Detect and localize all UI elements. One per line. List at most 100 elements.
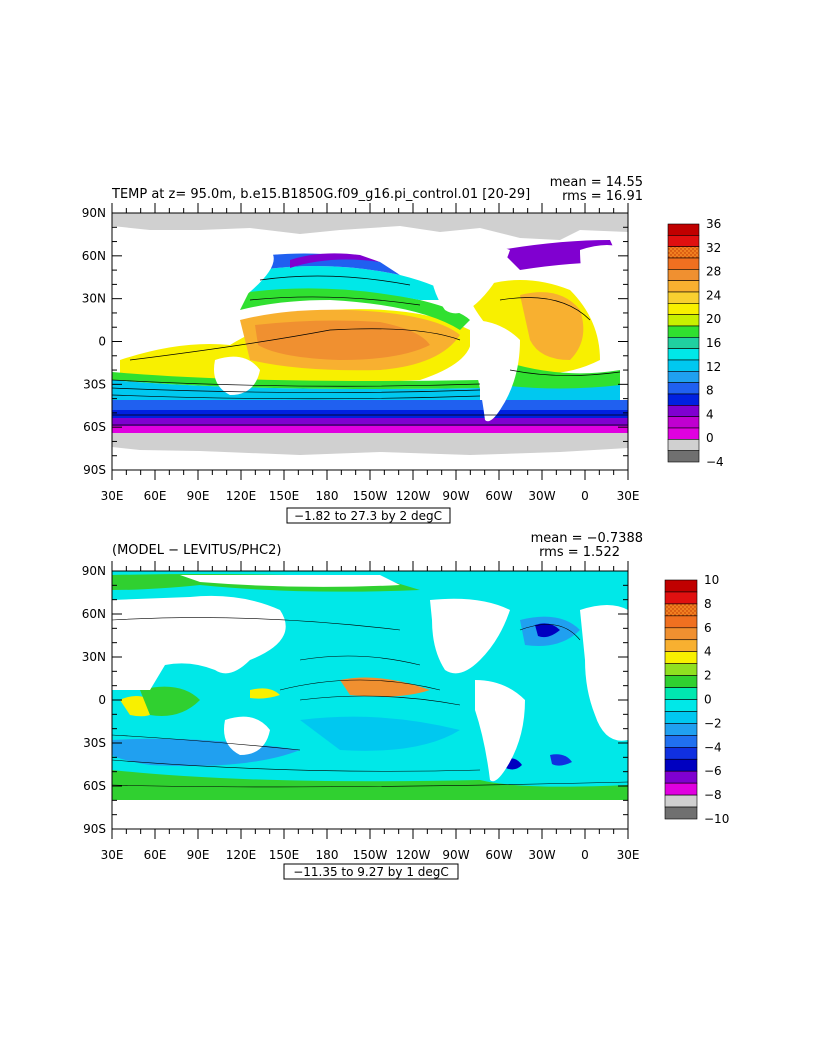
colorbar-label: 16 xyxy=(706,336,721,350)
colorbar-swatch xyxy=(667,405,700,417)
colorbar-label: −10 xyxy=(704,812,729,826)
colorbar-swatch xyxy=(664,627,698,641)
colorbar-label: 36 xyxy=(706,217,721,231)
lon-label: 0 xyxy=(581,489,589,503)
colorbar-swatch xyxy=(664,591,698,605)
lat-label: 30N xyxy=(82,650,106,664)
top-range-box xyxy=(286,507,451,524)
colorbar-swatch xyxy=(664,675,698,688)
lat-label: 0 xyxy=(98,335,106,349)
colorbar-label: 20 xyxy=(706,312,721,326)
lon-label: 30E xyxy=(101,489,124,503)
colorbar-label: 4 xyxy=(706,407,714,421)
lat-label: 60S xyxy=(83,420,106,434)
colorbar-swatch xyxy=(664,723,698,736)
colorbar-swatch xyxy=(664,735,698,748)
bottom-range-box xyxy=(283,863,459,880)
bottom-lat-labels: 90N 60N 30N 0 30S 60S 90S xyxy=(82,564,106,836)
lon-label: 180 xyxy=(316,489,339,503)
colorbar-swatch xyxy=(664,806,698,820)
lat-label: 90N xyxy=(82,564,106,578)
colorbar-label: 6 xyxy=(704,621,712,635)
colorbar-swatch xyxy=(664,699,698,712)
lat-label: 90S xyxy=(83,463,106,477)
top-panel: mean = 14.55 rms = 16.91 TEMP at z= 95.0… xyxy=(82,175,724,524)
colorbar-swatch xyxy=(664,770,698,784)
colorbar-swatch xyxy=(667,303,700,315)
lat-label: 30S xyxy=(83,377,106,391)
colorbar-swatch xyxy=(664,639,698,652)
lat-label: 60S xyxy=(83,779,106,793)
lon-label: 150W xyxy=(353,489,388,503)
lat-label: 90N xyxy=(82,206,106,220)
lat-label: 60N xyxy=(82,607,106,621)
colorbar-label: −2 xyxy=(704,716,722,730)
lon-label: 30W xyxy=(528,848,555,862)
top-title: TEMP at z= 95.0m, b.e15.B1850G.f09_g16.p… xyxy=(111,187,530,202)
top-lat-labels: 90N 60N 30N 0 30S 60S 90S xyxy=(82,206,106,477)
colorbar-swatch xyxy=(667,439,700,451)
colorbar-label: −4 xyxy=(704,740,722,754)
lon-label: 180 xyxy=(316,848,339,862)
bottom-panel: mean = −0.7388 rms = 1.522 (MODEL − LEVI… xyxy=(82,531,729,880)
colorbar-label: 4 xyxy=(704,645,712,659)
top-range-label: −1.82 to 27.3 by 2 degC xyxy=(294,509,442,523)
colorbar-swatch xyxy=(664,603,698,617)
lon-label: 90W xyxy=(442,848,469,862)
bottom-range-label: −11.35 to 9.27 by 1 degC xyxy=(293,865,449,879)
colorbar-label: −6 xyxy=(704,764,722,778)
colorbar-label: 0 xyxy=(706,431,714,445)
lon-label: 120W xyxy=(396,848,431,862)
lon-label: 60E xyxy=(144,848,167,862)
lon-label: 60W xyxy=(485,489,512,503)
bottom-map xyxy=(111,571,629,829)
lon-label: 120E xyxy=(226,489,257,503)
lon-label: 30W xyxy=(528,489,555,503)
lon-label: 150W xyxy=(353,848,388,862)
lat-label: 90S xyxy=(83,822,106,836)
top-rms: rms = 16.91 xyxy=(562,189,643,204)
lon-label: 30E xyxy=(617,848,640,862)
colorbar-swatch xyxy=(667,325,700,338)
lat-label: 30N xyxy=(82,292,106,306)
colorbar-swatch xyxy=(667,246,700,259)
colorbar-label: −8 xyxy=(704,788,722,802)
colorbar-swatch xyxy=(667,291,700,304)
colorbar-label: 8 xyxy=(704,597,712,611)
colorbar-swatch xyxy=(667,223,700,236)
lon-label: 120E xyxy=(226,848,257,862)
lon-label: 90E xyxy=(187,489,210,503)
top-axis-ticks xyxy=(111,203,629,480)
lon-label: 60W xyxy=(485,848,512,862)
top-colorbar: 36 32 28 24 20 16 12 8 4 0 −4 xyxy=(667,217,724,469)
lat-label: 0 xyxy=(98,693,106,707)
lon-label: 0 xyxy=(581,848,589,862)
colorbar-swatch xyxy=(667,359,700,372)
colorbar-swatch xyxy=(667,348,700,361)
colorbar-swatch xyxy=(664,758,698,772)
colorbar-swatch xyxy=(667,450,700,463)
colorbar-swatch xyxy=(664,651,698,664)
bottom-title: (MODEL − LEVITUS/PHC2) xyxy=(112,543,281,558)
colorbar-swatch xyxy=(667,427,700,440)
lon-label: 30E xyxy=(101,848,124,862)
lat-label: 30S xyxy=(83,736,106,750)
colorbar-label: 28 xyxy=(706,265,721,279)
colorbar-swatch xyxy=(664,579,698,593)
lon-label: 150E xyxy=(269,848,300,862)
colorbar-swatch xyxy=(664,782,698,796)
bottom-colorbar: 10 8 6 4 2 0 −2 −4 −6 −8 −10 xyxy=(664,573,729,826)
colorbar-swatch xyxy=(664,663,698,676)
colorbar-swatch xyxy=(664,711,698,724)
colorbar-swatch xyxy=(667,393,700,406)
lon-label: 60E xyxy=(144,489,167,503)
colorbar-swatch xyxy=(664,746,698,760)
bottom-lon-labels: 30E 60E 90E 120E 150E 180 150W 120W 90W 60W 30W 0 30… xyxy=(101,848,640,862)
colorbar-swatch xyxy=(664,615,698,629)
colorbar-label: 12 xyxy=(706,360,721,374)
colorbar-swatch xyxy=(667,416,700,429)
colorbar-swatch xyxy=(667,269,700,281)
colorbar-swatch xyxy=(667,337,700,349)
bottom-rms: rms = 1.522 xyxy=(539,545,620,560)
